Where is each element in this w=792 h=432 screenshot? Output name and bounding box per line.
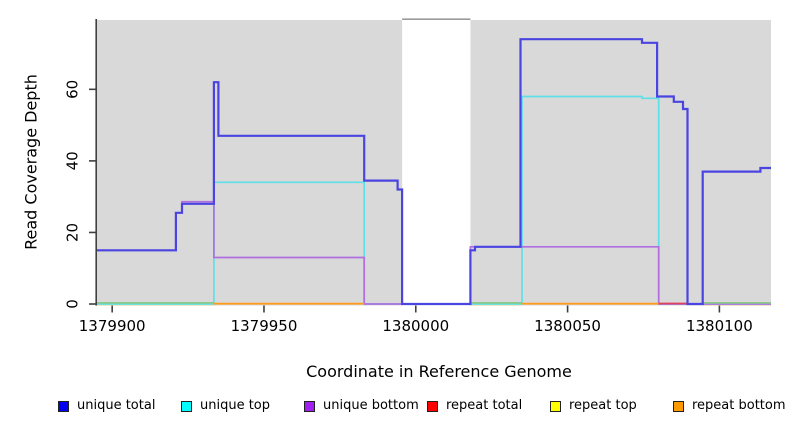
x-tick-label: 1380100 (686, 317, 753, 335)
x-tick-label: 1379900 (79, 317, 146, 335)
x-axis-title: Coordinate in Reference Genome (306, 362, 572, 381)
y-axis-title: Read Coverage Depth (21, 74, 41, 250)
series-unique-total (97, 38, 771, 306)
x-tick-label: 1380050 (534, 317, 601, 335)
y-tick-label: 40 (64, 151, 82, 170)
y-tick-label: 60 (64, 80, 82, 99)
y-tick-label: 20 (64, 223, 82, 242)
x-tick-label: 1380000 (382, 317, 449, 335)
y-tick-label: 0 (64, 299, 82, 309)
x-tick-label: 1379950 (231, 317, 298, 335)
masked-region-band (402, 13, 471, 306)
